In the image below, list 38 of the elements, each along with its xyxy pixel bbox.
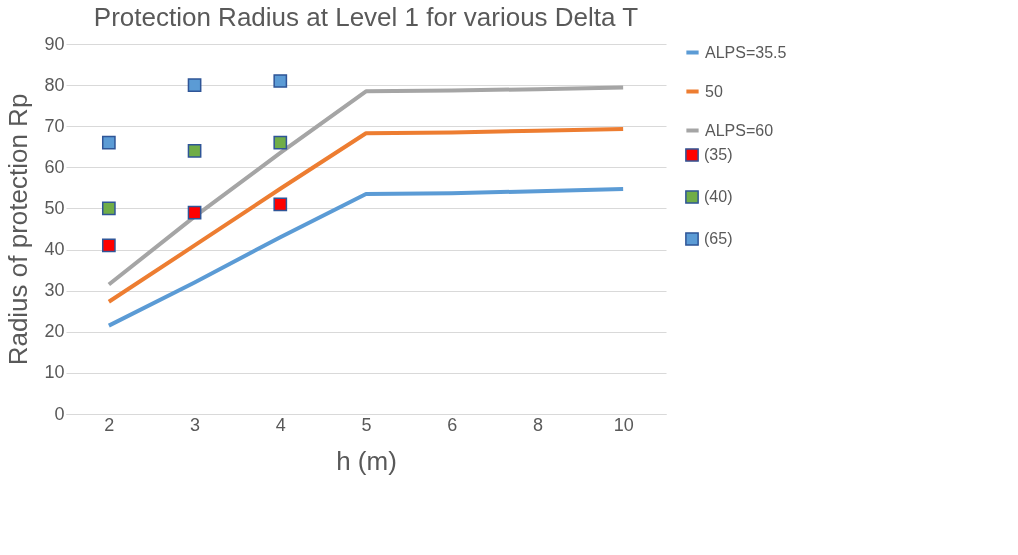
y-tick-label: 30 xyxy=(44,280,65,301)
point xyxy=(101,135,116,150)
x-tick-label: 8 xyxy=(532,414,543,435)
legend-label: (40) xyxy=(704,188,733,205)
line-series xyxy=(106,85,626,287)
point xyxy=(273,135,288,150)
x-tick-label: 2 xyxy=(104,414,115,435)
y-tick-label: 80 xyxy=(44,74,65,95)
x-tick-label: 6 xyxy=(447,414,458,435)
legend-label: ALPS=35.5 xyxy=(705,43,787,61)
x-tick-label: 4 xyxy=(275,414,286,435)
chart-title: Protection Radius at Level 1 for various Delta T xyxy=(93,2,639,32)
y-tick-label: 70 xyxy=(44,115,65,136)
legend-label: ALPS=60 xyxy=(705,121,774,139)
x-tick-label: 5 xyxy=(361,414,372,435)
point xyxy=(187,78,202,92)
legend-label: (65) xyxy=(704,230,733,247)
y-tick-label: 40 xyxy=(44,239,65,260)
point xyxy=(187,144,202,158)
y-axis-title: Radius of protection Rp xyxy=(3,93,34,366)
y-tick-label: 90 xyxy=(44,33,65,54)
legend-label: 50 xyxy=(705,82,723,100)
y-tick-label: 0 xyxy=(54,403,65,424)
x-tick-label: 3 xyxy=(190,414,201,435)
point xyxy=(101,201,116,216)
x-tick-label: 10 xyxy=(613,414,634,435)
y-tick-label: 50 xyxy=(44,197,65,218)
point xyxy=(187,205,202,220)
y-tick-label: 60 xyxy=(44,156,65,177)
x-axis-title: h (m) xyxy=(336,445,397,476)
y-tick-label: 10 xyxy=(44,362,65,383)
point xyxy=(273,74,288,88)
y-tick-label: 20 xyxy=(44,321,65,342)
legend-label: (35) xyxy=(704,146,733,163)
point xyxy=(273,197,288,212)
point xyxy=(101,238,116,253)
line-series xyxy=(106,127,626,304)
line-series xyxy=(106,187,626,328)
